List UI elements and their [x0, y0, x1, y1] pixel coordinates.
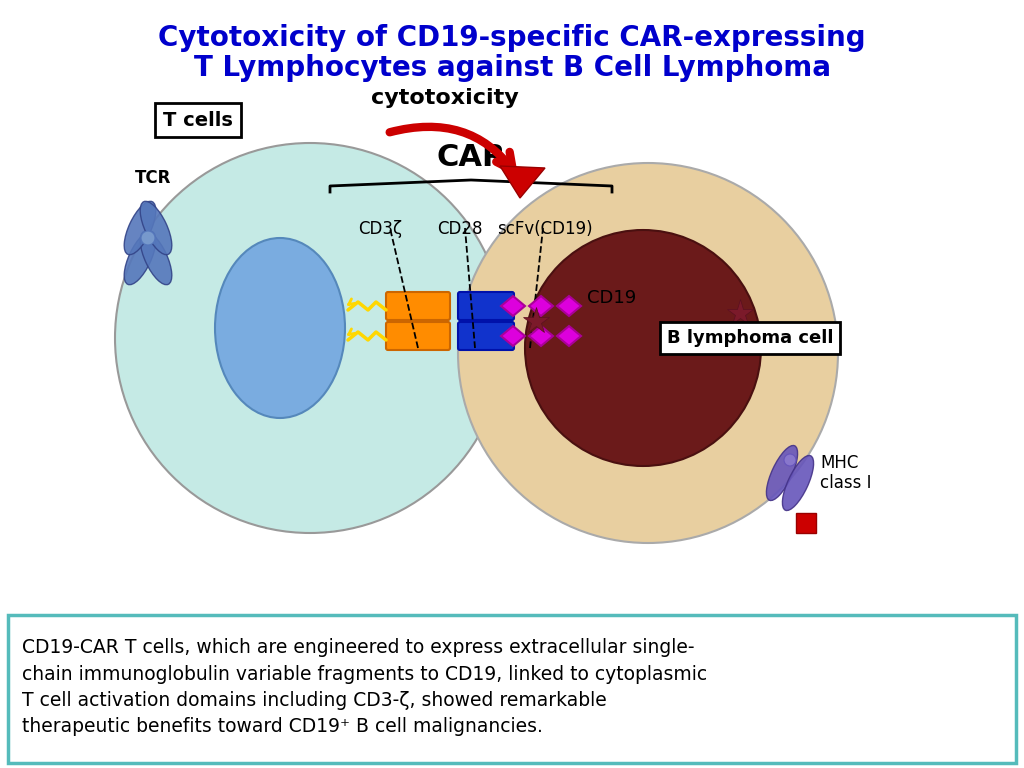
Ellipse shape [766, 445, 798, 501]
Circle shape [115, 143, 505, 533]
Text: CD19: CD19 [588, 289, 637, 307]
Polygon shape [501, 326, 525, 346]
Ellipse shape [784, 454, 796, 466]
FancyBboxPatch shape [458, 322, 514, 350]
Text: MHC
class I: MHC class I [820, 454, 871, 492]
Text: TCR: TCR [135, 169, 171, 187]
Circle shape [525, 230, 761, 466]
Ellipse shape [140, 231, 172, 285]
Text: T Lymphocytes against B Cell Lymphoma: T Lymphocytes against B Cell Lymphoma [194, 54, 830, 82]
Polygon shape [500, 166, 545, 198]
FancyBboxPatch shape [386, 322, 450, 350]
Text: scFv(CD19): scFv(CD19) [498, 220, 593, 238]
Ellipse shape [782, 455, 814, 511]
FancyBboxPatch shape [386, 292, 450, 320]
Ellipse shape [124, 231, 156, 285]
Text: T cells: T cells [163, 111, 232, 130]
Ellipse shape [124, 201, 156, 255]
Ellipse shape [215, 238, 345, 418]
Polygon shape [529, 326, 553, 346]
Text: cytotoxicity: cytotoxicity [371, 88, 519, 108]
Polygon shape [501, 296, 525, 316]
Text: CD19-CAR T cells, which are engineered to express extracellular single-
chain im: CD19-CAR T cells, which are engineered t… [22, 638, 708, 737]
Ellipse shape [140, 201, 172, 255]
FancyBboxPatch shape [458, 292, 514, 320]
Text: CD3ζ: CD3ζ [358, 220, 402, 238]
Polygon shape [529, 296, 553, 316]
FancyBboxPatch shape [8, 615, 1016, 763]
Text: CD28: CD28 [437, 220, 482, 238]
Text: B lymphoma cell: B lymphoma cell [667, 329, 834, 347]
Text: CAR: CAR [436, 144, 506, 173]
Polygon shape [557, 326, 581, 346]
Bar [796, 513, 816, 533]
Polygon shape [557, 296, 581, 316]
Circle shape [458, 163, 838, 543]
Text: Cytotoxicity of CD19-specific CAR-expressing: Cytotoxicity of CD19-specific CAR-expres… [158, 24, 866, 52]
Ellipse shape [141, 231, 155, 245]
